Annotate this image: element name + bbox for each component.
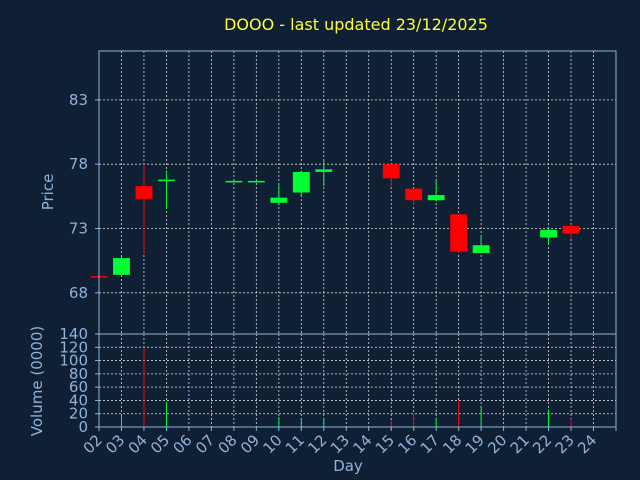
- candle-body: [427, 195, 445, 201]
- volume-tick-label: 100: [59, 352, 88, 370]
- candle-body: [135, 186, 153, 199]
- candle-body: [270, 197, 288, 203]
- volume-axis-label: Volume (0000): [28, 326, 46, 436]
- candle-body: [450, 214, 468, 252]
- x-tick-label: 24: [574, 431, 600, 457]
- candle-body: [292, 171, 310, 193]
- price-y-ticks: 68 73 78 83: [69, 91, 99, 302]
- candle-body: [315, 169, 333, 172]
- candle-body: [247, 180, 265, 183]
- candle-body: [382, 164, 400, 179]
- candle-body: [225, 180, 243, 183]
- volume-tick-label: 20: [69, 405, 88, 423]
- price-grid: [99, 51, 616, 334]
- candle-body: [158, 179, 175, 182]
- price-tick-label: 68: [69, 284, 88, 302]
- candle-body: [562, 225, 580, 234]
- volume-tick-label: 40: [69, 391, 88, 409]
- candle-body: [113, 258, 130, 275]
- price-tick-label: 78: [69, 155, 88, 173]
- volume-tick-label: 0: [78, 418, 88, 436]
- volume-tick-label: 60: [69, 378, 88, 396]
- volume-tick-label: 140: [59, 325, 88, 343]
- candle-body: [472, 245, 490, 253]
- volume-bars: [98, 347, 572, 427]
- price-panel-frame: [98, 50, 617, 335]
- price-axis-label: Price: [39, 174, 57, 211]
- x-axis-label: Day: [333, 457, 363, 475]
- chart-title: DOOO - last updated 23/12/2025: [224, 15, 488, 34]
- volume-tick-label: 120: [59, 338, 88, 356]
- price-tick-label: 73: [69, 220, 88, 238]
- volume-grid: [99, 334, 616, 427]
- x-axis-ticks: 0203040506070809101112131415161718192021…: [80, 427, 617, 457]
- candles: [90, 160, 580, 278]
- volume-tick-label: 80: [69, 365, 88, 383]
- candle-body: [405, 188, 423, 201]
- candle-body: [540, 229, 557, 238]
- price-tick-label: 83: [69, 91, 88, 109]
- volume-panel-frame: [98, 333, 617, 428]
